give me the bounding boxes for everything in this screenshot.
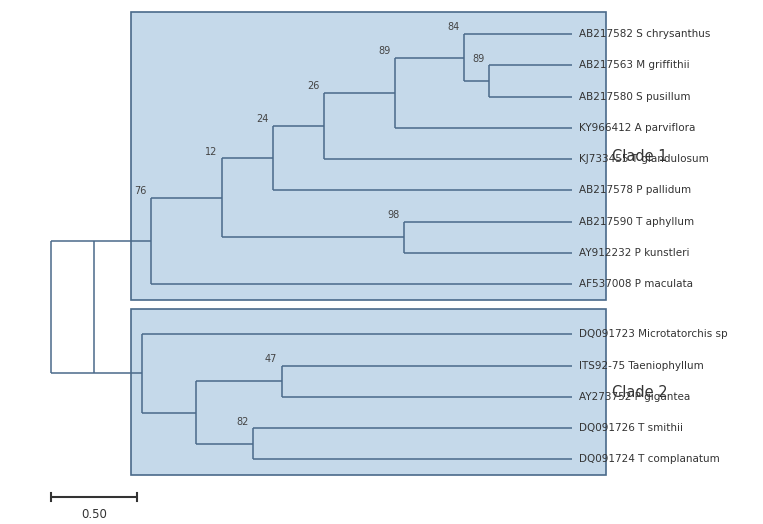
Text: AB217578 P pallidum: AB217578 P pallidum [578, 185, 691, 195]
Text: 82: 82 [237, 417, 249, 427]
Text: DQ091726 T smithii: DQ091726 T smithii [578, 423, 683, 433]
Text: Clade 1: Clade 1 [612, 148, 667, 163]
Text: DQ091723 Microtatorchis sp: DQ091723 Microtatorchis sp [578, 329, 727, 340]
Text: KY966412 A parviflora: KY966412 A parviflora [578, 123, 695, 133]
Text: 98: 98 [387, 210, 400, 220]
Text: 24: 24 [256, 114, 269, 124]
Text: 26: 26 [307, 81, 320, 91]
Text: AB217582 S chrysanthus: AB217582 S chrysanthus [578, 29, 710, 39]
Text: 89: 89 [378, 46, 391, 56]
Text: DQ091724 T complanatum: DQ091724 T complanatum [578, 454, 720, 464]
Bar [130, 12, 606, 300]
Text: AF537008 P maculata: AF537008 P maculata [578, 279, 693, 289]
Text: 76: 76 [134, 186, 146, 196]
Text: AB217563 M griffithii: AB217563 M griffithii [578, 60, 689, 70]
Bar [130, 309, 606, 475]
Text: AY912232 P kunstleri: AY912232 P kunstleri [578, 248, 689, 258]
Text: 47: 47 [265, 354, 277, 364]
Text: 89: 89 [472, 54, 485, 64]
Text: AB217590 T aphyllum: AB217590 T aphyllum [578, 217, 694, 227]
Text: Clade 2: Clade 2 [612, 385, 668, 400]
Text: ITS92-75 Taeniophyllum: ITS92-75 Taeniophyllum [578, 361, 703, 370]
Text: AY273752 P gigantea: AY273752 P gigantea [578, 392, 690, 402]
Text: 84: 84 [447, 23, 459, 32]
Text: KJ733455 T glandulosum: KJ733455 T glandulosum [578, 154, 709, 164]
Text: 12: 12 [205, 147, 217, 157]
Text: AB217580 S pusillum: AB217580 S pusillum [578, 92, 691, 102]
Text: 0.50: 0.50 [81, 508, 107, 521]
